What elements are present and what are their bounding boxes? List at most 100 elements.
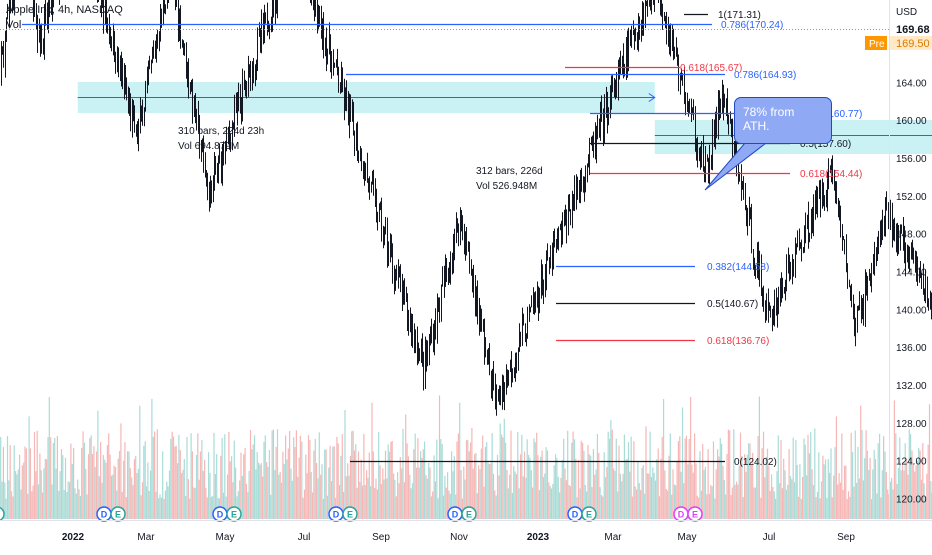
volume-bar [705,467,706,519]
volume-bar [443,496,444,520]
volume-bar [756,461,757,519]
volume-indicator-label[interactable]: Vol [6,18,123,33]
volume-bar [709,494,710,519]
volume-bar [852,452,853,519]
volume-bar [505,443,506,520]
volume-bar [439,395,440,519]
volume-bar [176,446,177,519]
marker-label: E [115,510,121,520]
volume-bar [149,491,150,519]
volume-bar [778,435,779,519]
volume-bar [132,485,133,519]
volume-bar [471,428,472,519]
volume-bar [899,438,900,520]
volume-bar [884,452,885,520]
volume-bar [644,494,645,519]
ath-callout[interactable]: 78% from ATH. [734,97,832,144]
volume-bar [602,497,603,520]
volume-bar [833,476,834,520]
volume-bar [370,486,371,519]
volume-bar [618,446,619,519]
volume-bar [65,458,66,519]
volume-bar [96,452,97,520]
volume-bar [416,468,417,519]
volume-bar [605,477,606,519]
price-tick: 160.00 [896,116,927,127]
volume-bar [601,495,602,519]
volume-bar [200,452,201,520]
volume-bar [868,470,869,519]
volume-bar [608,432,609,519]
volume-bar [482,436,483,519]
volume-bar [429,468,430,520]
volume-bar [527,439,528,519]
volume-bar [844,466,845,519]
volume-bar [826,498,827,519]
volume-bar [506,470,507,519]
volume-bar [64,490,65,519]
volume-bar [529,458,530,519]
volume-bar [573,432,574,520]
volume-bar [748,443,749,519]
volume-bar [737,485,738,519]
volume-bar [533,438,534,519]
volume-bar [790,476,791,519]
volume-bar [660,459,661,519]
volume-bar [380,465,381,519]
volume-bar [740,433,741,519]
volume-bar [887,490,888,519]
marker-label: D [333,510,340,520]
volume-bar [501,434,502,519]
volume-bar [267,467,268,519]
volume-bar [546,447,547,519]
volume-bar [875,459,876,519]
volume-bar [258,463,259,520]
volume-bar [745,472,746,519]
volume-bar [29,416,30,519]
volume-bar [27,494,28,519]
volume-bar [563,439,564,519]
volume-bar [623,474,624,519]
volume-bar [855,431,856,520]
volume-bar [793,438,794,519]
volume-bar [498,475,499,519]
volume-bar [508,488,509,519]
volume-bar [204,460,205,519]
volume-bar [632,497,633,520]
volume-bar [694,433,695,519]
volume-bar [598,453,599,519]
volume-bar [871,499,872,519]
volume-bar [654,473,655,519]
symbol-title[interactable]: Apple Inc, 4h, NASDAQ [6,3,123,18]
volume-bar [362,486,363,520]
volume-bar [205,488,206,519]
volume-bar [326,449,327,519]
volume-bar [512,493,513,519]
volume-bar [597,434,598,519]
volume-bar [299,458,300,520]
volume-bar [760,498,761,519]
volume-bar [814,428,815,519]
volume-bar [652,467,653,519]
fib-label: 0.618(165.67) [680,63,742,74]
volume-bar [307,473,308,519]
time-tick: Sep [372,532,390,543]
volume-bar [10,445,11,519]
volume-bar [135,456,136,519]
volume-bar [880,497,881,519]
volume-bar [412,483,413,519]
volume-bar [150,471,151,519]
volume-bar [153,437,154,519]
volume-bar [718,457,719,520]
volume-bar [363,434,364,519]
volume-bar [733,429,734,519]
volume-bar [878,443,879,519]
volume-bar [188,479,189,519]
volume-bar [398,483,399,519]
volume-bar [515,471,516,519]
volume-bar [500,424,501,520]
volume-bar [292,481,293,519]
price-tick: 156.00 [896,154,927,165]
volume-bar [316,463,317,519]
